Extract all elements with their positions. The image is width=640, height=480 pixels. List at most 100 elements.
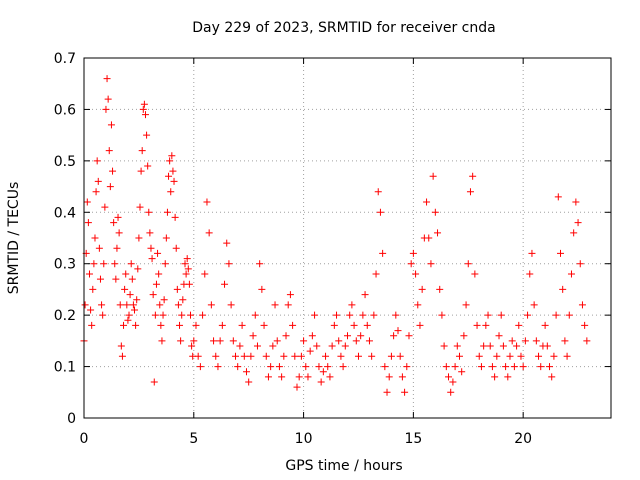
data-point	[113, 244, 121, 252]
data-point	[313, 342, 321, 350]
data-point	[488, 363, 496, 371]
data-point	[144, 162, 152, 170]
data-point	[229, 337, 237, 345]
data-point	[84, 219, 92, 227]
data-point	[114, 213, 122, 221]
data-point	[146, 229, 154, 237]
data-point	[98, 301, 106, 309]
data-point	[184, 265, 192, 273]
data-point	[418, 285, 426, 293]
data-point	[508, 337, 516, 345]
y-tick-label: 0.7	[54, 51, 76, 67]
data-point	[361, 291, 369, 299]
data-point	[106, 183, 114, 191]
data-point	[218, 321, 226, 329]
chart-title: Day 229 of 2023, SRMTID for receiver cnd…	[192, 20, 495, 36]
data-point	[186, 311, 194, 319]
data-point	[169, 167, 177, 175]
data-point	[205, 229, 213, 237]
data-point	[572, 198, 580, 206]
data-point	[87, 306, 95, 314]
data-point	[238, 321, 246, 329]
data-point	[100, 260, 108, 268]
data-point	[190, 337, 198, 345]
data-point	[125, 311, 133, 319]
data-point	[162, 234, 170, 242]
data-point	[176, 321, 184, 329]
data-point	[196, 363, 204, 371]
data-points	[80, 75, 591, 396]
data-point	[165, 172, 173, 180]
data-point	[138, 147, 146, 155]
data-point	[111, 260, 119, 268]
data-point	[469, 172, 477, 180]
data-point	[453, 342, 461, 350]
data-point	[275, 363, 283, 371]
data-point	[449, 378, 457, 386]
data-point	[182, 270, 190, 278]
data-point	[122, 270, 130, 278]
data-point	[409, 249, 417, 257]
data-point	[227, 301, 235, 309]
data-point	[240, 352, 248, 360]
data-point	[159, 311, 167, 319]
data-point	[530, 301, 538, 309]
grid	[84, 58, 611, 418]
data-point	[322, 352, 330, 360]
data-point	[445, 373, 453, 381]
data-point	[344, 332, 351, 340]
data-point	[105, 147, 113, 155]
data-point	[370, 311, 378, 319]
data-point	[242, 368, 250, 376]
data-point	[381, 363, 389, 371]
data-point	[376, 208, 384, 216]
data-point	[339, 363, 347, 371]
data-point	[506, 352, 514, 360]
data-point	[286, 291, 294, 299]
data-point	[392, 311, 400, 319]
data-point	[83, 198, 91, 206]
data-point	[302, 363, 310, 371]
plot-frame	[83, 57, 612, 419]
data-point	[183, 255, 191, 263]
data-point	[368, 352, 376, 360]
data-point	[466, 188, 474, 196]
data-point	[297, 352, 305, 360]
data-point	[151, 311, 159, 319]
data-point	[477, 363, 485, 371]
y-tick-label: 0.4	[54, 205, 76, 221]
data-point	[112, 275, 120, 283]
data-point	[110, 219, 118, 227]
data-point	[515, 321, 523, 329]
data-point	[194, 352, 202, 360]
data-point	[436, 285, 444, 293]
data-point	[212, 352, 220, 360]
data-point	[308, 332, 316, 340]
data-point	[225, 260, 233, 268]
data-point	[177, 337, 185, 345]
data-point	[109, 167, 117, 175]
data-point	[387, 352, 395, 360]
data-point	[173, 285, 181, 293]
data-point	[124, 316, 132, 324]
data-point	[128, 275, 136, 283]
data-point	[359, 311, 367, 319]
data-point	[416, 321, 424, 329]
data-point	[88, 321, 96, 329]
data-point	[335, 337, 343, 345]
data-point	[216, 337, 224, 345]
x-tick-label: 20	[514, 431, 532, 447]
data-point	[117, 342, 125, 350]
data-point	[401, 388, 409, 396]
data-point	[256, 260, 264, 268]
data-point	[328, 342, 336, 350]
data-point	[293, 383, 301, 391]
data-point	[141, 111, 149, 119]
data-point	[412, 270, 420, 278]
data-point	[174, 301, 182, 309]
data-point	[163, 208, 171, 216]
data-point	[333, 311, 341, 319]
data-point	[172, 244, 180, 252]
data-point	[462, 301, 470, 309]
